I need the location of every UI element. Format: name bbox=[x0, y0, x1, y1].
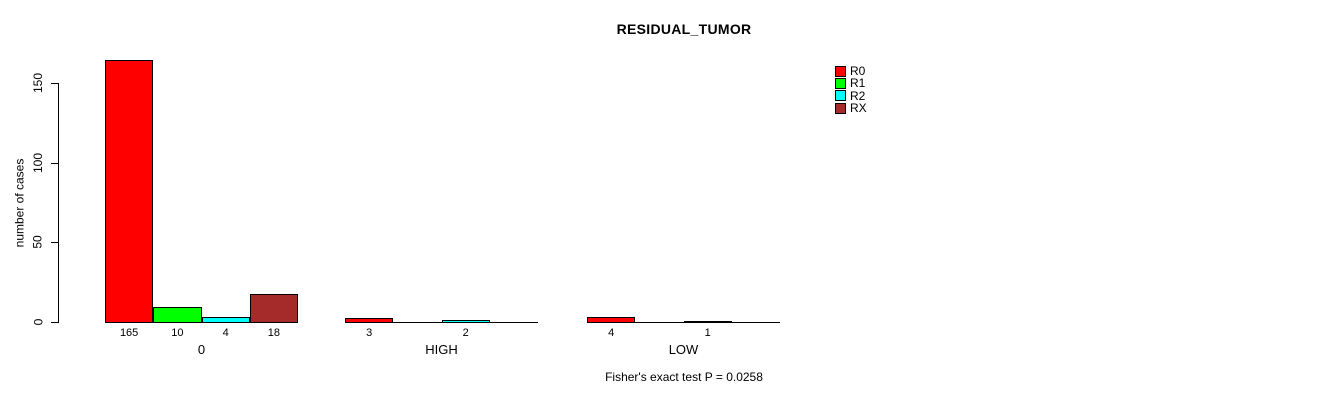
y-tick-mark bbox=[51, 83, 58, 84]
legend-entry-r2: R2 bbox=[835, 90, 867, 102]
legend-label: RX bbox=[850, 101, 867, 116]
chart-title: RESIDUAL_TUMOR bbox=[616, 21, 752, 37]
x-category-label: 0 bbox=[197, 342, 206, 357]
legend-entry-r0: R0 bbox=[835, 65, 867, 77]
bar-value-label: 4 bbox=[608, 327, 615, 339]
bar-value-label: 1 bbox=[704, 327, 711, 339]
bar-r0-high bbox=[345, 318, 394, 323]
y-tick-mark bbox=[51, 322, 58, 323]
legend: R0 R1 R2 RX bbox=[835, 65, 867, 114]
bar-value-label: 2 bbox=[462, 327, 469, 339]
y-tick-mark bbox=[51, 162, 58, 164]
legend-entry-r1: R1 bbox=[835, 77, 867, 89]
legend-label: R1 bbox=[850, 76, 866, 91]
y-axis-line bbox=[58, 83, 59, 323]
y-tick-label-text: 0 bbox=[31, 318, 45, 326]
bar-value-label: 18 bbox=[267, 327, 280, 339]
y-tick-label: 0 bbox=[24, 308, 52, 336]
bar-r2-low bbox=[683, 321, 732, 323]
bar-value-label: 3 bbox=[366, 327, 373, 339]
fisher-test-annotation: Fisher's exact test P = 0.0258 bbox=[605, 370, 763, 384]
legend-swatch-r0 bbox=[835, 65, 846, 77]
legend-swatch-r1 bbox=[835, 77, 846, 89]
y-tick-label-text: 100 bbox=[31, 152, 45, 173]
bar-r0-low bbox=[587, 317, 636, 323]
x-category-label: LOW bbox=[668, 342, 699, 357]
legend-swatch-r2 bbox=[835, 90, 846, 102]
bar-value-label: 10 bbox=[171, 327, 184, 339]
legend-swatch-rx bbox=[835, 102, 846, 114]
x-category-label: HIGH bbox=[425, 342, 458, 357]
bar-r2-high bbox=[441, 320, 490, 323]
y-tick-label-text: 50 bbox=[30, 235, 45, 250]
y-tick-mark bbox=[51, 242, 58, 244]
y-tick-label: 100 bbox=[24, 149, 52, 177]
bar-value-label: 4 bbox=[222, 327, 229, 339]
legend-label: R0 bbox=[850, 64, 866, 79]
legend-label: R2 bbox=[850, 88, 866, 103]
bar-r2-0 bbox=[201, 317, 250, 323]
bar-r1-0 bbox=[153, 307, 202, 323]
bar-r0-0 bbox=[105, 60, 154, 323]
bar-rx-0 bbox=[249, 294, 298, 323]
y-tick-label: 50 bbox=[24, 228, 52, 256]
legend-entry-rx: RX bbox=[835, 102, 867, 114]
y-tick-label-text: 150 bbox=[31, 72, 45, 94]
y-tick-label: 150 bbox=[24, 69, 52, 97]
bar-value-label: 165 bbox=[119, 327, 139, 339]
